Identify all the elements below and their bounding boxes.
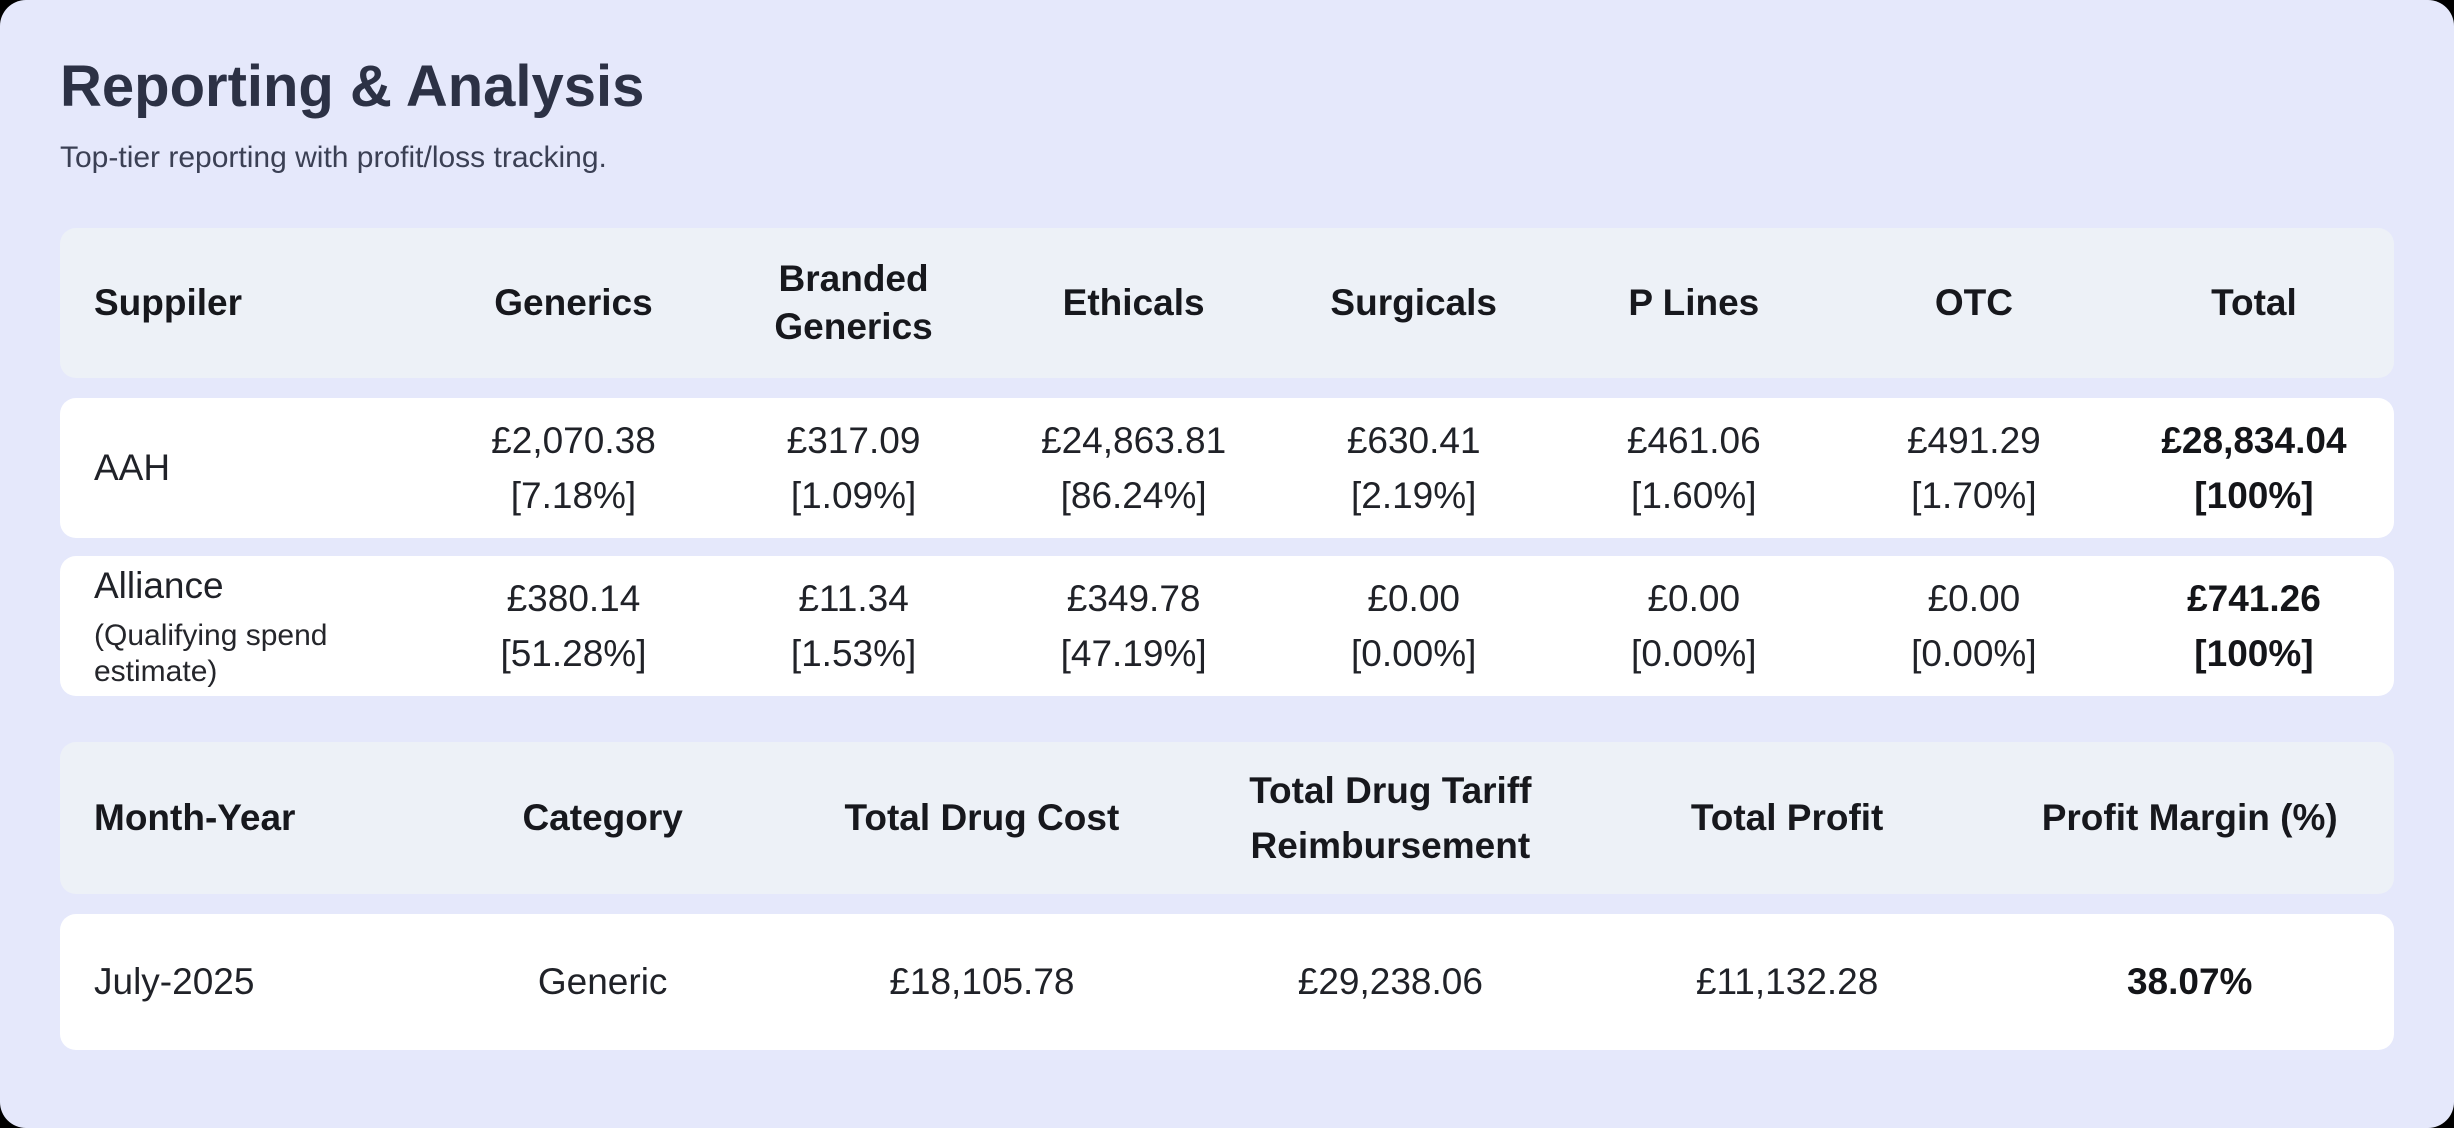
total-percent-value: [100%]: [2194, 475, 2314, 517]
table-row-aah: AAH £2,070.38 [7.18%] £317.09 [1.09%] £2…: [60, 398, 2394, 539]
drug-cost-value: £18,105.78: [889, 961, 1075, 1003]
column-header-tariff-reimbursement: Total Drug Tariff Reimbursement: [1249, 769, 1532, 867]
percent-value: [1.60%]: [1631, 475, 1757, 517]
table-row-july-2025: July-2025 Generic £18,105.78 £29,238.06 …: [60, 914, 2394, 1051]
column-header-p-lines: P Lines: [1628, 282, 1760, 324]
percent-value: [0.00%]: [1911, 633, 2037, 675]
table-row-alliance: Alliance (Qualifying spend estimate) £38…: [60, 556, 2394, 697]
cell-branded-generics: £317.09 [1.09%]: [714, 413, 994, 524]
amount-value: £0.00: [1647, 577, 1741, 619]
total-amount-value: £28,834.04: [2161, 419, 2347, 461]
supplier-cell: Alliance (Qualifying spend estimate): [60, 562, 433, 690]
percent-value: [7.18%]: [510, 475, 637, 517]
column-header-total-drug-cost: Total Drug Cost: [844, 797, 1120, 839]
supplier-name: Alliance: [94, 565, 224, 607]
profit-margin-table: Month-Year Category Total Drug Cost Tota…: [60, 742, 2394, 1051]
column-header-ethicals: Ethicals: [1062, 282, 1205, 324]
supplier-note: (Qualifying spend estimate): [94, 619, 328, 689]
cell-surgicals: £0.00 [0.00%]: [1274, 571, 1554, 682]
cell-otc: £491.29 [1.70%]: [1834, 413, 2114, 524]
amount-value: £0.00: [1927, 577, 2021, 619]
supplier-cell: AAH: [60, 444, 433, 492]
amount-value: £0.00: [1367, 577, 1460, 619]
cell-p-lines: £461.06 [1.60%]: [1554, 413, 1834, 524]
total-percent-value: [100%]: [2194, 633, 2314, 675]
cell-ethicals: £349.78 [47.19%]: [994, 571, 1274, 682]
column-header-total-profit: Total Profit: [1690, 797, 1884, 839]
percent-value: [0.00%]: [1631, 633, 1757, 675]
percent-value: [1.70%]: [1911, 475, 2037, 517]
total-amount-value: £741.26: [2187, 577, 2321, 619]
column-header-profit-margin: Profit Margin (%): [2041, 797, 2338, 839]
column-header-supplier: Suppiler: [94, 282, 243, 324]
supplier-spend-table: Suppiler Generics Branded Generics Ethic…: [60, 228, 2394, 697]
cell-total-profit: £11,132.28: [1589, 961, 1986, 1003]
cell-month-year: July-2025: [60, 961, 433, 1003]
cell-tariff-reimbursement: £29,238.06: [1192, 961, 1589, 1003]
column-header-otc: OTC: [1934, 282, 2013, 324]
cell-total: £741.26 [100%]: [2114, 571, 2394, 682]
amount-value: £630.41: [1346, 419, 1481, 461]
percent-value: [1.09%]: [790, 475, 917, 517]
profit-table-header-row: Month-Year Category Total Drug Cost Tota…: [60, 742, 2394, 895]
column-header-generics: Generics: [494, 282, 653, 324]
amount-value: £24,863.81: [1041, 419, 1227, 461]
percent-value: [1.53%]: [790, 633, 917, 675]
percent-value: [51.28%]: [500, 633, 647, 675]
cell-total-drug-cost: £18,105.78: [772, 961, 1192, 1003]
page-title: Reporting & Analysis: [60, 54, 645, 119]
percent-value: [47.19%]: [1060, 633, 1207, 675]
percent-value: [86.24%]: [1060, 475, 1207, 517]
amount-value: £380.14: [506, 577, 641, 619]
amount-value: £2,070.38: [491, 419, 656, 461]
amount-value: £349.78: [1066, 577, 1201, 619]
cell-total: £28,834.04 [100%]: [2114, 413, 2394, 524]
column-header-total: Total: [2211, 282, 2297, 324]
cell-branded-generics: £11.34 [1.53%]: [714, 571, 994, 682]
cell-ethicals: £24,863.81 [86.24%]: [994, 413, 1274, 524]
percent-value: [0.00%]: [1350, 633, 1477, 675]
column-header-surgicals: Surgicals: [1330, 282, 1497, 324]
cell-category: Generic: [433, 961, 771, 1003]
supplier-table-header-row: Suppiler Generics Branded Generics Ethic…: [60, 228, 2394, 379]
cell-generics: £2,070.38 [7.18%]: [433, 413, 713, 524]
category-value: Generic: [537, 961, 668, 1003]
margin-value: 38.07%: [2126, 961, 2253, 1003]
cell-profit-margin: 38.07%: [1986, 961, 2394, 1003]
profit-value: £11,132.28: [1695, 961, 1879, 1003]
column-header-month-year: Month-Year: [94, 797, 296, 839]
supplier-name: AAH: [94, 447, 171, 489]
cell-otc: £0.00 [0.00%]: [1834, 571, 2114, 682]
cell-generics: £380.14 [51.28%]: [433, 571, 713, 682]
amount-value: £11.34: [798, 577, 909, 619]
cell-p-lines: £0.00 [0.00%]: [1554, 571, 1834, 682]
amount-value: £491.29: [1906, 419, 2041, 461]
column-header-category: Category: [522, 797, 683, 839]
amount-value: £317.09: [786, 419, 921, 461]
page-subtitle: Top-tier reporting with profit/loss trac…: [60, 140, 607, 174]
amount-value: £461.06: [1626, 419, 1761, 461]
column-header-branded-generics: Branded Generics: [774, 258, 933, 348]
cell-surgicals: £630.41 [2.19%]: [1274, 413, 1554, 524]
percent-value: [2.19%]: [1350, 475, 1477, 517]
month-year-value: July-2025: [94, 961, 255, 1003]
reimbursement-value: £29,238.06: [1297, 961, 1483, 1003]
